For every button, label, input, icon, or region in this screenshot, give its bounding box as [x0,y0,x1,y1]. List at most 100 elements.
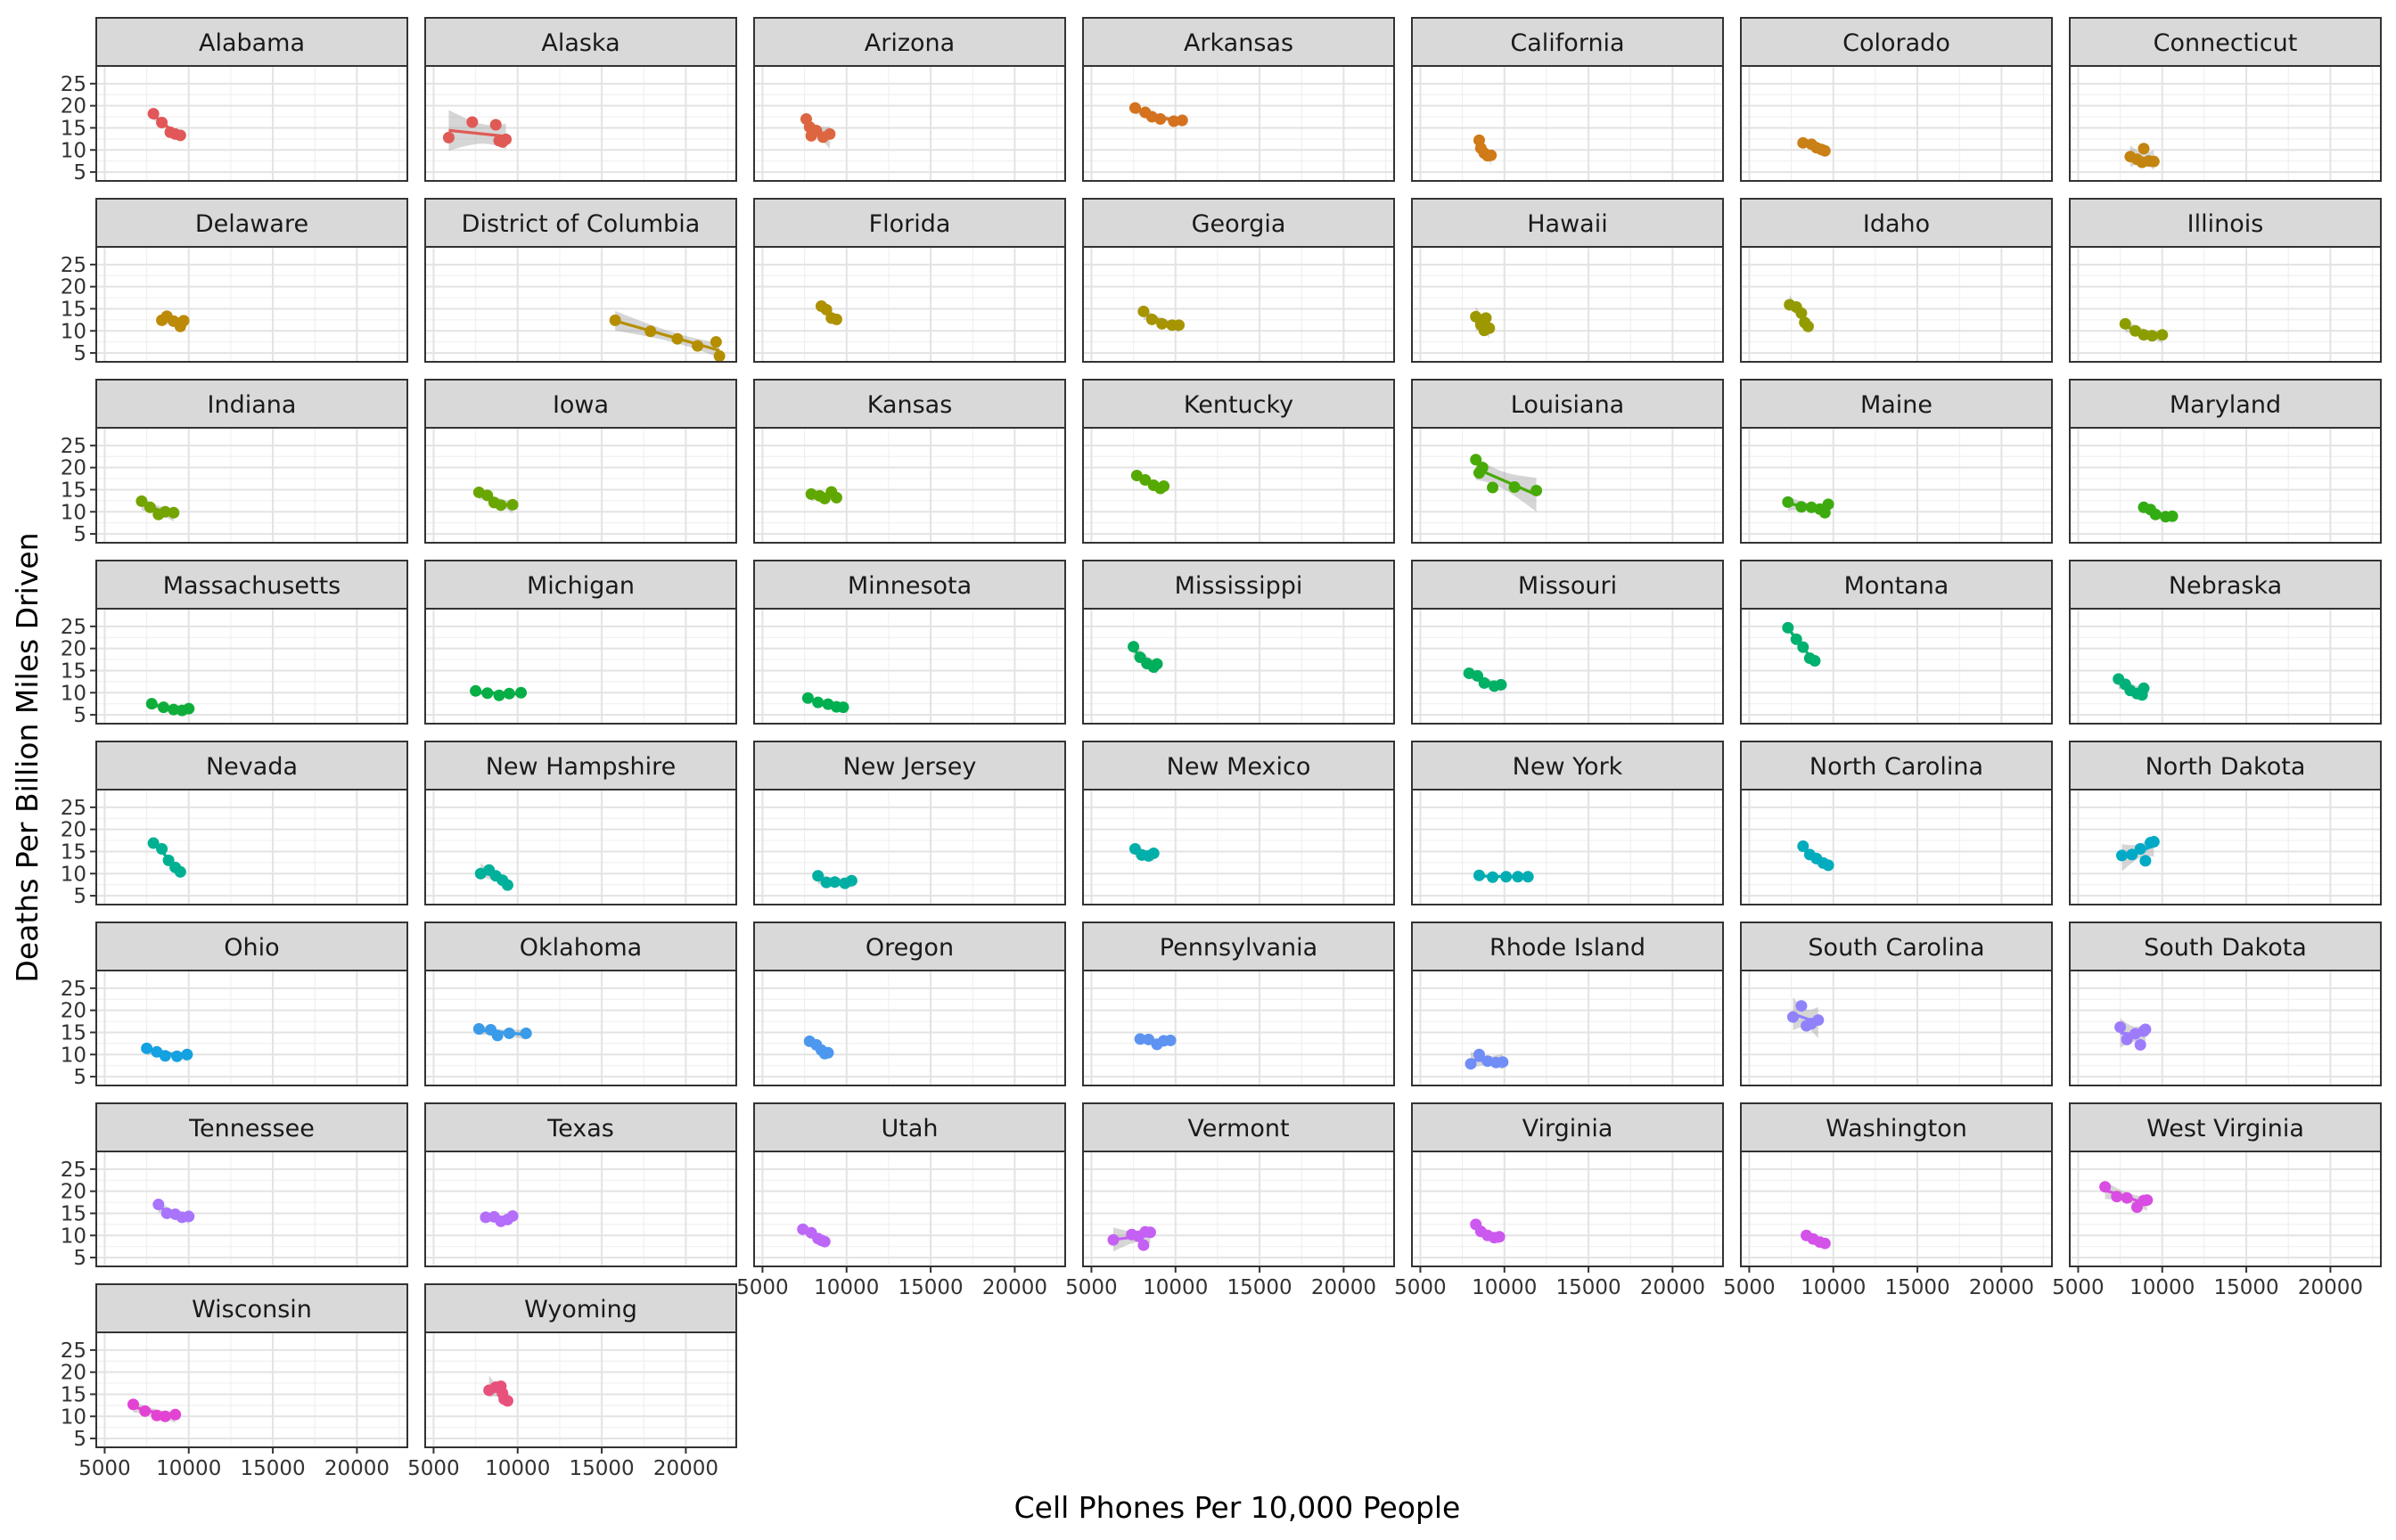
data-point [503,687,515,700]
panel-border [1740,1151,2053,1267]
x-tick-label: 20000 [1311,1276,1376,1299]
facet-panel: Iowa [424,379,737,544]
y-tick-label: 10 [61,320,86,343]
data-point [2119,317,2131,330]
facet-strip-label: Delaware [195,210,308,238]
panel-border [1411,1151,1724,1267]
panel-border [753,246,1066,363]
confidence-band [1475,456,1537,512]
data-point [1512,871,1524,883]
data-point [1143,1033,1155,1045]
data-point [1478,676,1490,689]
confidence-band [448,110,506,152]
x-tick-label: 15000 [2213,1276,2278,1299]
panel-background [1083,609,1394,724]
panel-border [1411,65,1724,182]
facet-strip-label: West Virginia [2146,1115,2304,1143]
y-tick-label: 5 [73,885,86,908]
data-point [1795,501,1808,513]
facet-strip-label: District of Columbia [462,210,701,238]
data-point [1500,871,1513,883]
x-tick-label: 20000 [982,1276,1047,1299]
facet-strip-label: Indiana [208,391,297,419]
data-point [2111,1191,2123,1203]
data-point [1497,1056,1509,1069]
panel-background [1412,428,1723,543]
y-tick-label: 15 [61,1383,86,1406]
facet-strip [2069,922,2382,971]
data-point [177,315,190,327]
data-point [181,1048,193,1061]
data-point [1495,678,1507,691]
data-point [1487,481,1499,494]
facet-strip [424,379,737,429]
x-tick-label: 15000 [898,1276,963,1299]
y-tick-label: 25 [61,616,86,639]
facet-panel: New Jersey [753,741,1066,905]
data-point [1473,869,1485,881]
data-point [496,1387,509,1399]
x-tick-label: 5000 [2052,1276,2105,1299]
panel-background [754,609,1065,724]
facet-strip-label: New York [1513,753,1623,781]
facet-strip-label: Arizona [865,29,955,57]
data-point [2156,329,2169,341]
facet-strip [1740,1102,2053,1152]
y-tick-label: 25 [61,73,86,96]
data-point [1782,496,1794,508]
panel-background [96,971,407,1085]
y-axis-title: Deaths Per Billion Miles Driven [10,532,45,982]
facet-strip-label: Tennessee [188,1115,315,1143]
data-point [2141,1194,2154,1207]
panel-border [424,65,737,182]
x-tick-label: 20000 [324,1457,390,1480]
x-tick-label: 15000 [240,1457,305,1480]
panel-background [1741,1151,2052,1266]
facet-strip [95,922,408,971]
data-point [139,1405,152,1417]
data-point [812,870,825,882]
data-point [1465,1058,1477,1070]
facet-strip [1411,1102,1724,1152]
data-point [824,127,836,140]
data-point [1795,307,1808,319]
facet-strip-label: Arkansas [1184,29,1293,57]
y-tick-label: 10 [61,1225,86,1248]
facet-strip-label: Georgia [1192,210,1286,238]
panel-background [1741,428,2052,543]
y-tick-label: 20 [61,819,86,842]
data-point [1480,312,1492,324]
data-point [1128,641,1140,653]
facet-panel: Kentucky [1082,379,1395,544]
x-tick-label: 10000 [814,1276,879,1299]
y-tick-label: 10 [61,1405,86,1429]
x-tick-label: 20000 [2298,1276,2363,1299]
facet-strip-label: Alaska [541,29,620,57]
data-point [1809,655,1821,668]
x-tick-label: 5000 [1394,1276,1447,1299]
panel-border [753,1151,1066,1267]
facet-panel: Idaho [1740,198,2053,363]
panel-background [2070,66,2381,181]
facet-strip [1411,379,1724,429]
x-tick-label: 10000 [1472,1276,1537,1299]
facet-panel: Hawaii [1411,198,1724,363]
panel-border [1740,970,2053,1086]
regression-line [1475,467,1538,496]
facet-strip [95,741,408,790]
facet-strip-label: Maryland [2170,391,2281,419]
x-tick-label: 5000 [1065,1276,1118,1299]
facet-panel: Maine [1740,379,2053,544]
y-tick-label: 5 [73,161,86,184]
panel-background [2070,609,2381,724]
data-point [1147,847,1160,859]
data-point [1137,305,1150,317]
facet-strip-label: Massachusetts [163,572,341,600]
facet-strip-label: Nebraska [2169,572,2282,600]
facet-strip [424,922,737,971]
data-point [1801,320,1814,332]
panel-border [424,1331,737,1448]
facet-panel: Mississippi [1082,560,1395,725]
